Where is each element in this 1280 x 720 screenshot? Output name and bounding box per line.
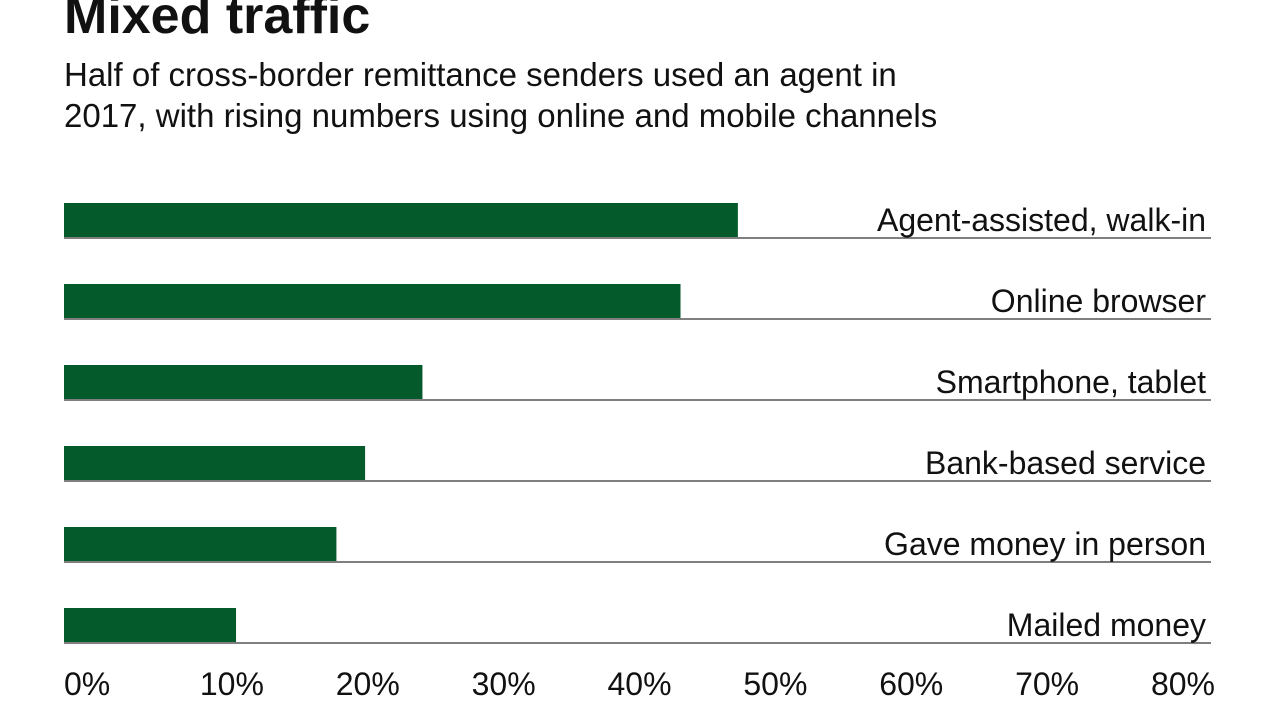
- category-label: Mailed money: [1007, 607, 1206, 643]
- bar: [64, 608, 237, 642]
- bar: [64, 527, 337, 561]
- x-tick-label: 60%: [879, 666, 943, 702]
- x-tick-label: 80%: [1151, 666, 1215, 702]
- chart-title: Mixed traffic: [64, 0, 371, 45]
- category-label: Gave money in person: [884, 526, 1206, 562]
- bar: [64, 365, 423, 399]
- x-tick-label: 10%: [200, 666, 264, 702]
- x-tick-label: 30%: [472, 666, 536, 702]
- bar: [64, 446, 366, 480]
- chart-subtitle: 2017, with rising numbers using online a…: [64, 97, 938, 134]
- bar: [64, 284, 681, 318]
- bar: [64, 203, 738, 237]
- x-tick-label: 50%: [743, 666, 807, 702]
- category-label: Agent-assisted, walk-in: [877, 202, 1206, 238]
- chart-subtitle: Half of cross-border remittance senders …: [64, 56, 897, 93]
- category-label: Bank-based service: [925, 445, 1206, 481]
- x-tick-label: 20%: [336, 666, 400, 702]
- x-tick-label: 70%: [1015, 666, 1079, 702]
- category-label: Smartphone, tablet: [936, 364, 1207, 400]
- x-tick-label: 40%: [607, 666, 671, 702]
- category-label: Online browser: [991, 283, 1207, 319]
- x-tick-label: 0%: [64, 666, 110, 702]
